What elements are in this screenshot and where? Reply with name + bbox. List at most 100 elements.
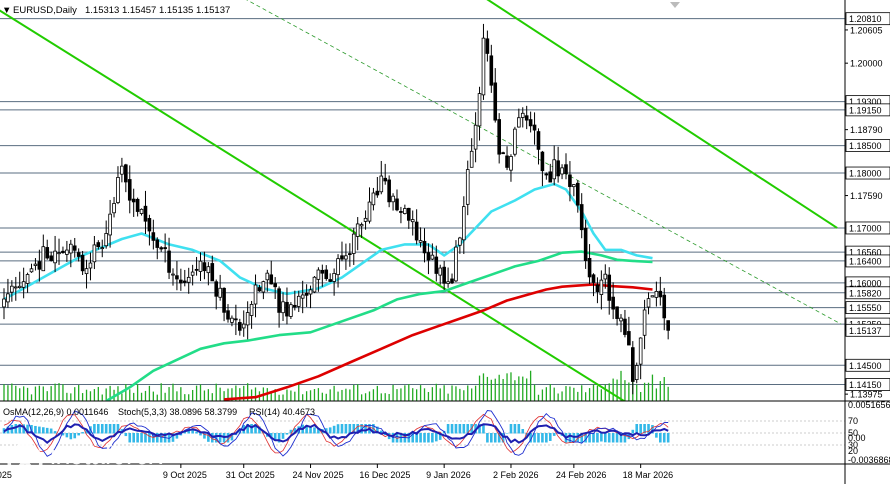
candle-body (61, 250, 65, 254)
candle-body (289, 304, 293, 317)
osma-bar (348, 424, 352, 434)
scroll-marker-icon[interactable] (670, 2, 680, 8)
trend-line (246, 0, 842, 325)
candle-body (351, 233, 356, 254)
candle-body (285, 301, 289, 317)
osma-bar (14, 424, 18, 434)
osma-bar (309, 426, 312, 434)
candle (69, 239, 73, 268)
trend-line (0, 9, 626, 401)
candle-body (532, 124, 537, 131)
osma-bar (281, 433, 285, 439)
osma-bar (183, 431, 187, 434)
candle-body (234, 318, 238, 321)
candle (438, 264, 443, 285)
candle (363, 210, 368, 230)
candle (379, 160, 384, 195)
osma-bar (250, 424, 253, 434)
osma-bar (545, 433, 548, 443)
candle-body (497, 119, 501, 155)
candle (76, 248, 81, 262)
candle (509, 154, 513, 182)
candle (167, 237, 171, 280)
candle (367, 187, 372, 224)
candle (159, 246, 164, 252)
candle (143, 190, 148, 235)
collapse-arrow-icon[interactable]: ▼ (2, 5, 11, 16)
candle-body (253, 284, 258, 305)
osma-bar (97, 424, 100, 434)
osma-bar (356, 424, 359, 434)
osma-bar (191, 428, 194, 434)
candle (234, 304, 238, 336)
candle (477, 86, 482, 141)
stoch-readout: Stoch(5,3,3) 38.0896 58.3799 (118, 407, 237, 417)
candle (623, 309, 627, 338)
candle (96, 240, 101, 250)
candle (2, 288, 6, 320)
candle-body (175, 275, 179, 280)
candle (485, 30, 490, 62)
osma-bar (603, 433, 607, 443)
candle-body (615, 306, 619, 319)
candle-body (69, 243, 73, 254)
candle (72, 237, 77, 258)
osma-bar (65, 433, 69, 438)
candle-body (450, 278, 454, 284)
candle (281, 292, 285, 322)
osma-bar (171, 433, 175, 442)
candle (257, 284, 262, 292)
candle (650, 295, 655, 298)
level-label-box (845, 301, 890, 315)
osma-bar (655, 433, 658, 438)
candle (603, 264, 608, 289)
candle (434, 245, 439, 282)
osma-bar (568, 433, 572, 443)
osma-bar (324, 428, 328, 434)
candle-body (33, 263, 38, 266)
candle-body (548, 171, 553, 183)
candle (528, 111, 533, 133)
candle (631, 341, 635, 395)
candle (465, 160, 470, 216)
osma-bar (427, 433, 430, 443)
candle (214, 279, 219, 310)
candle-body (607, 274, 612, 301)
candle-body (171, 273, 175, 276)
candle (13, 276, 18, 301)
candle (131, 188, 136, 217)
candle (316, 267, 321, 292)
candle (100, 239, 105, 258)
osma-bar (22, 424, 25, 434)
candle (564, 153, 568, 180)
candle-body (591, 274, 596, 283)
oscillator-subwindow (0, 410, 845, 457)
osma-bar (509, 424, 513, 434)
candle-body (222, 287, 226, 313)
candle-body (320, 269, 325, 274)
stoch-main-line (3, 410, 669, 457)
candle-body (599, 279, 604, 295)
osma-bar (619, 433, 623, 443)
candle-body (182, 280, 187, 283)
candle-body (587, 257, 592, 278)
candle-body (17, 285, 22, 289)
candle-body (462, 206, 466, 241)
candle-body (269, 274, 274, 285)
candle (226, 304, 230, 323)
candle-body (603, 273, 608, 280)
subwindow-scale-label: 50 (848, 428, 858, 438)
candle-body (245, 312, 250, 326)
candle (320, 264, 325, 287)
candle-body (631, 347, 635, 382)
candle-body (198, 260, 203, 272)
candle (426, 243, 431, 275)
candle (560, 164, 564, 180)
candle-body (108, 213, 112, 236)
osma-bar (100, 424, 104, 434)
osma-bar (505, 433, 509, 434)
osma-bar (548, 433, 552, 441)
osma-bar (588, 433, 591, 443)
candle-body (540, 151, 545, 172)
